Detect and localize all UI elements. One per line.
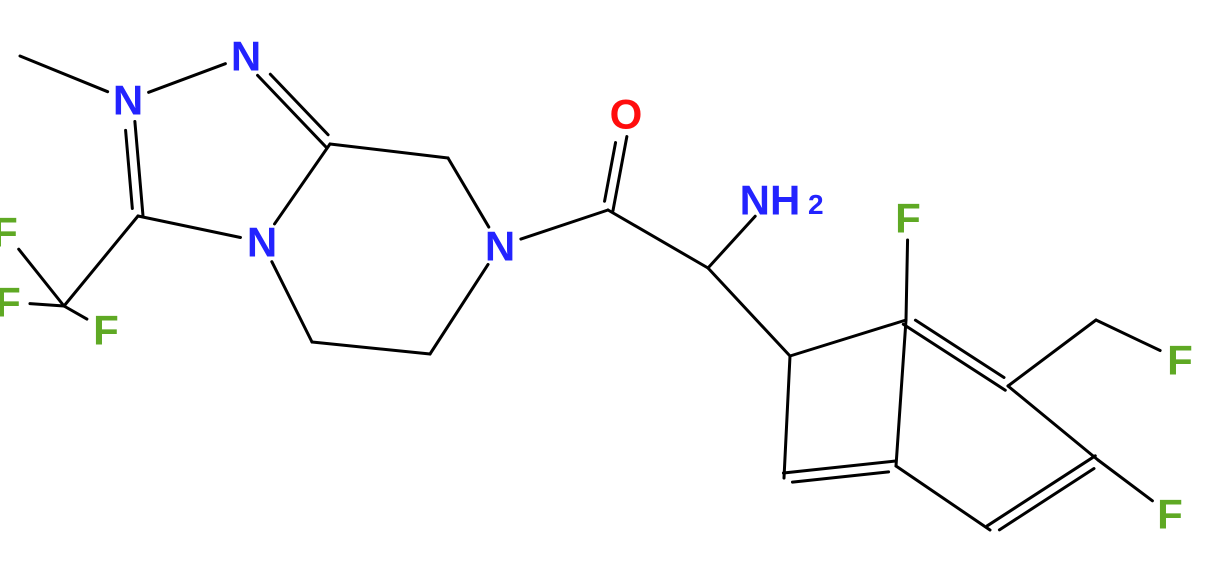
atom-label-f: F	[0, 279, 21, 326]
atom-label-f: F	[1167, 337, 1193, 384]
molecule-diagram: NNNFFFNONH2FFF	[0, 0, 1231, 581]
atom-label-n: N	[231, 33, 261, 80]
atom-label-f: F	[0, 209, 18, 256]
atom-label-n: N	[113, 77, 143, 124]
atom-label-o: O	[610, 91, 643, 138]
atom-label-n: N	[247, 219, 277, 266]
atom-label-f: F	[93, 307, 119, 354]
atom-subscript: 2	[808, 189, 824, 220]
atom-label-f: F	[895, 195, 921, 242]
atom-label-n: NH	[740, 177, 801, 224]
atom-label-n: N	[485, 223, 515, 270]
atom-label-f: F	[1157, 491, 1183, 538]
